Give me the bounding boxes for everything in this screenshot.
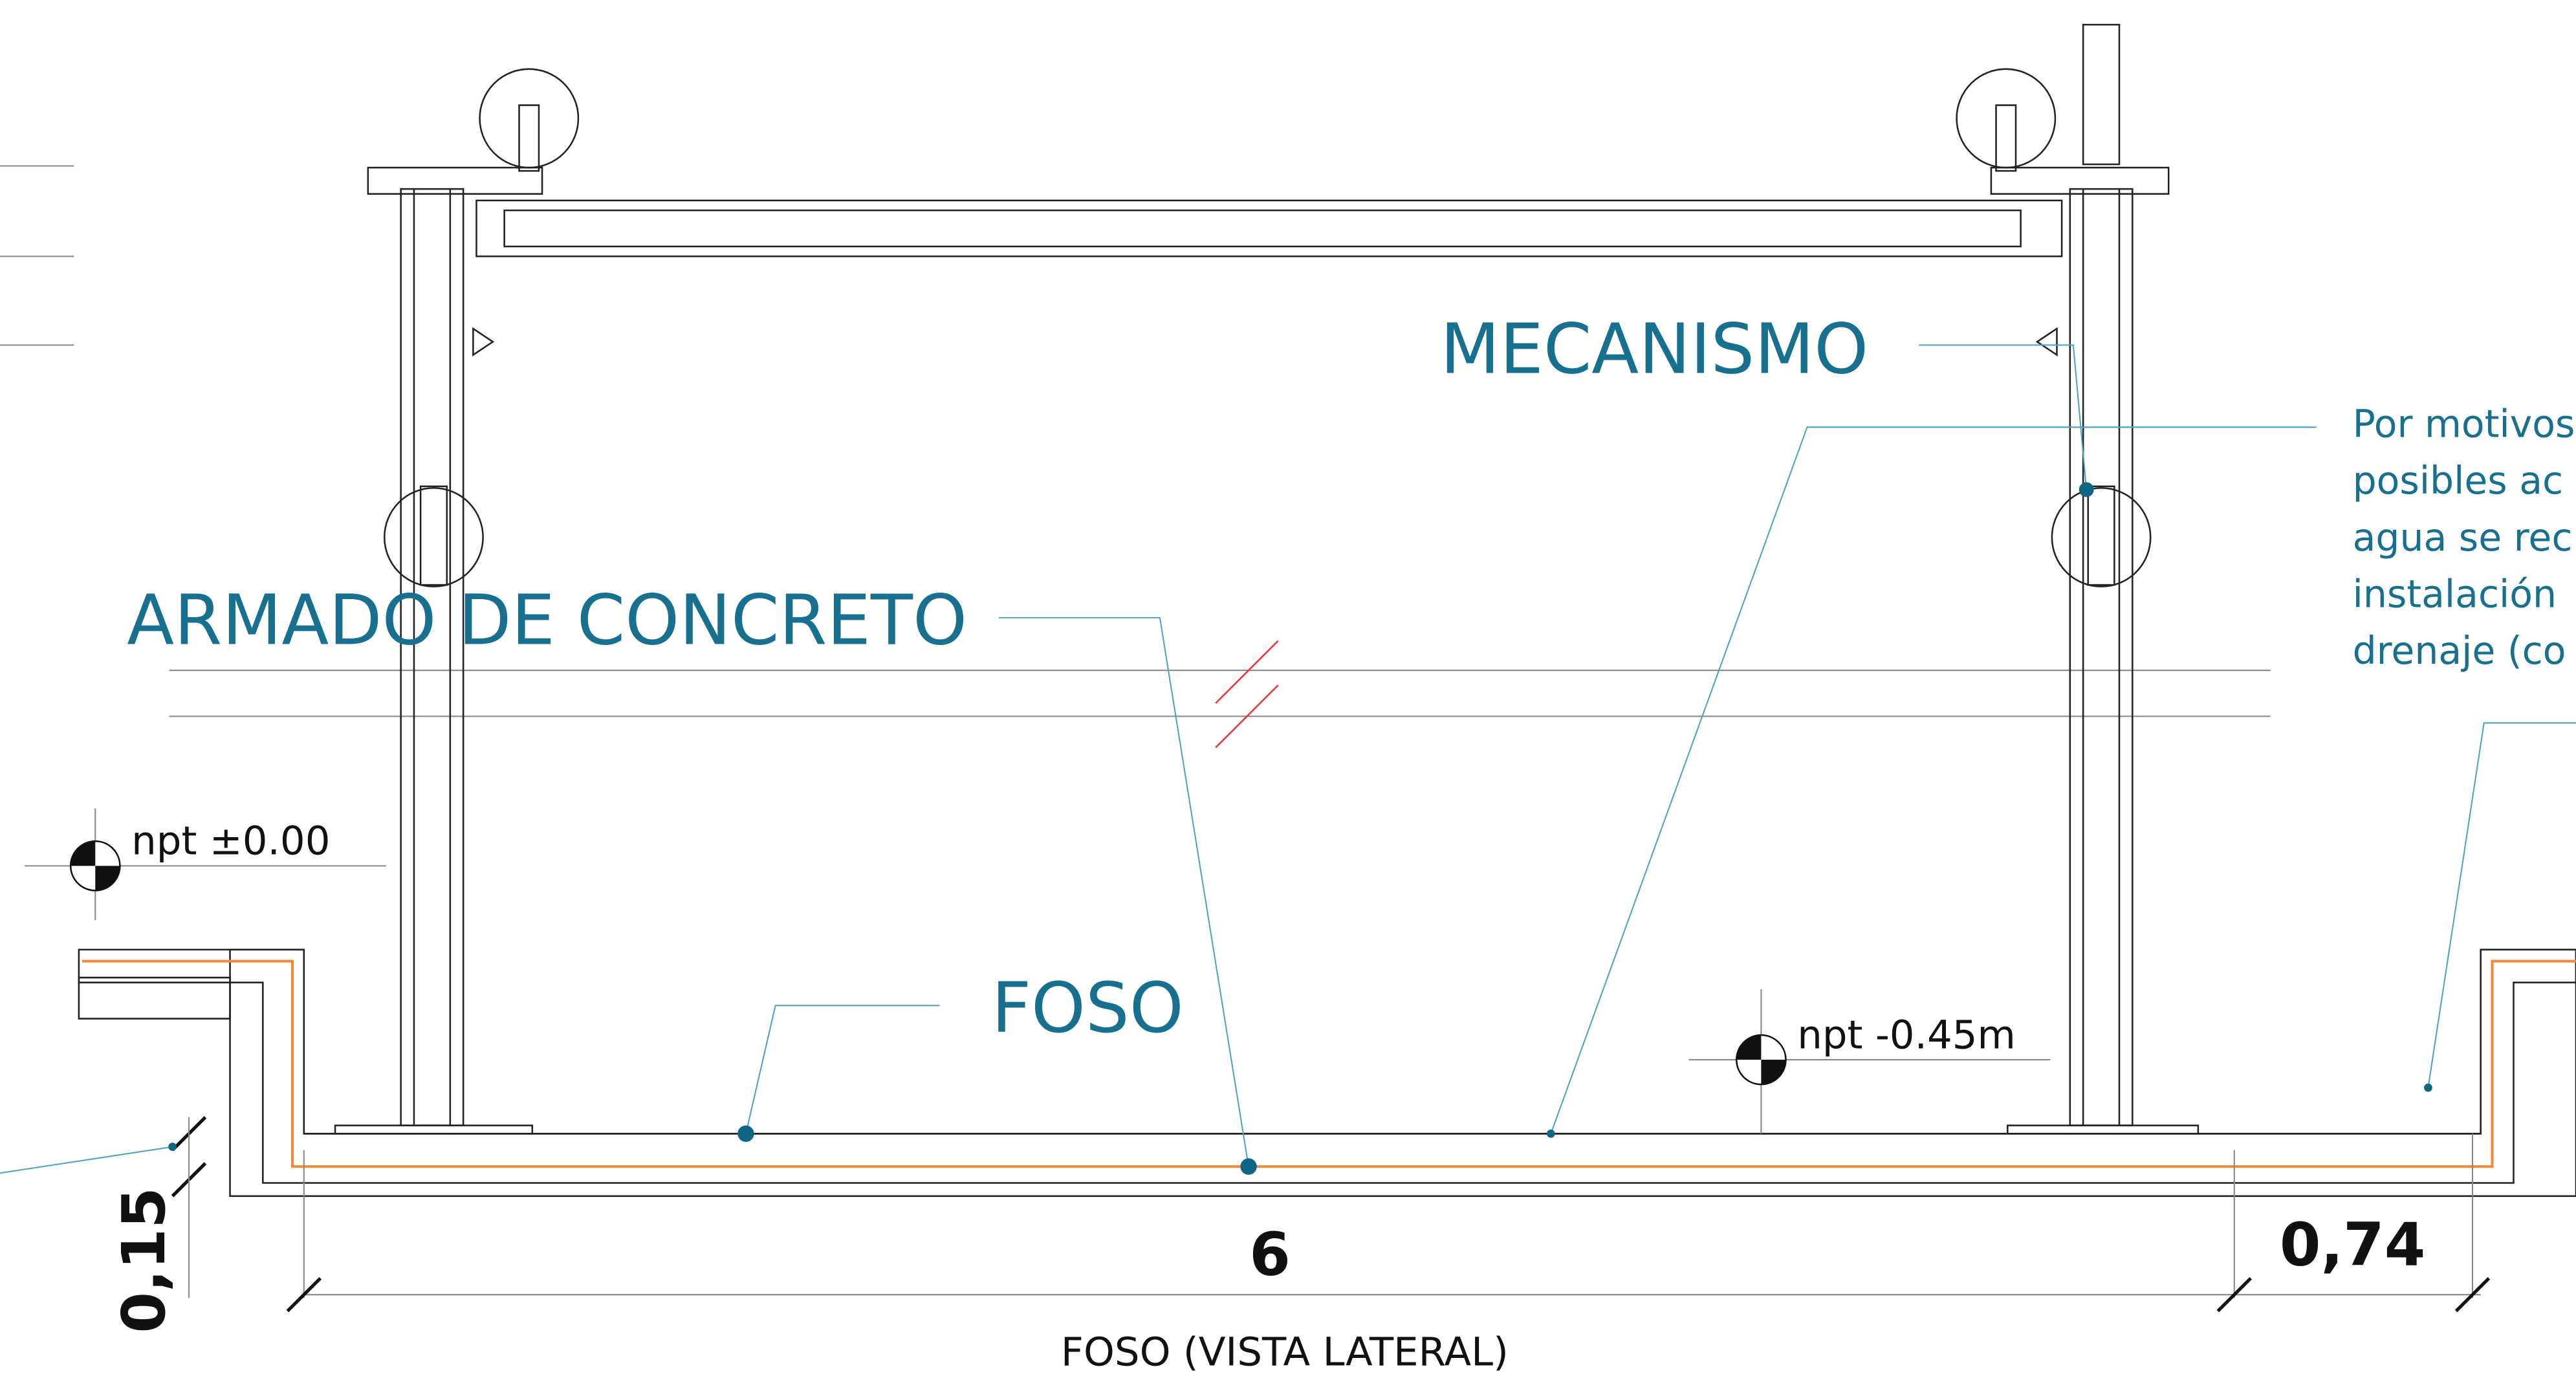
caption: FOSO (VISTA LATERAL) xyxy=(1061,1329,1509,1375)
label-concrete: ARMADO DE CONCRETO xyxy=(127,581,967,661)
dimension-wall: 0,74 xyxy=(2280,1210,2426,1279)
label-pit: FOSO xyxy=(992,968,1184,1049)
drawing-circle xyxy=(168,1143,177,1151)
note-line: posibles ac xyxy=(2353,459,2564,503)
note-line: agua se rec xyxy=(2353,516,2573,560)
drawing-circle xyxy=(2079,482,2094,497)
level-pit: npt -0.45m xyxy=(1797,1012,2016,1058)
label-mechanism: MECANISMO xyxy=(1440,310,1868,390)
drawing-circle xyxy=(1240,1158,1256,1174)
dimension-length: 6 xyxy=(1249,1220,1291,1289)
note-line: instalación xyxy=(2353,572,2557,616)
note: Por motivos posibles ac agua se rec instala… xyxy=(2353,402,2575,673)
background xyxy=(0,0,2576,1378)
drawing-circle xyxy=(737,1126,754,1142)
note-line: drenaje (co xyxy=(2353,629,2566,673)
drawing-circle xyxy=(2424,1084,2432,1092)
drawing: 6 0,74 0,15 FOSO (VISTA LATERAL) npt ±0.… xyxy=(0,0,2576,1378)
dimension-slab: 0,15 xyxy=(109,1187,179,1333)
page: 6 0,74 0,15 FOSO (VISTA LATERAL) npt ±0.… xyxy=(0,0,2576,1378)
drawing-circle xyxy=(1547,1130,1555,1138)
note-line: Por motivos xyxy=(2353,402,2575,446)
level-ground: npt ±0.00 xyxy=(131,818,330,864)
